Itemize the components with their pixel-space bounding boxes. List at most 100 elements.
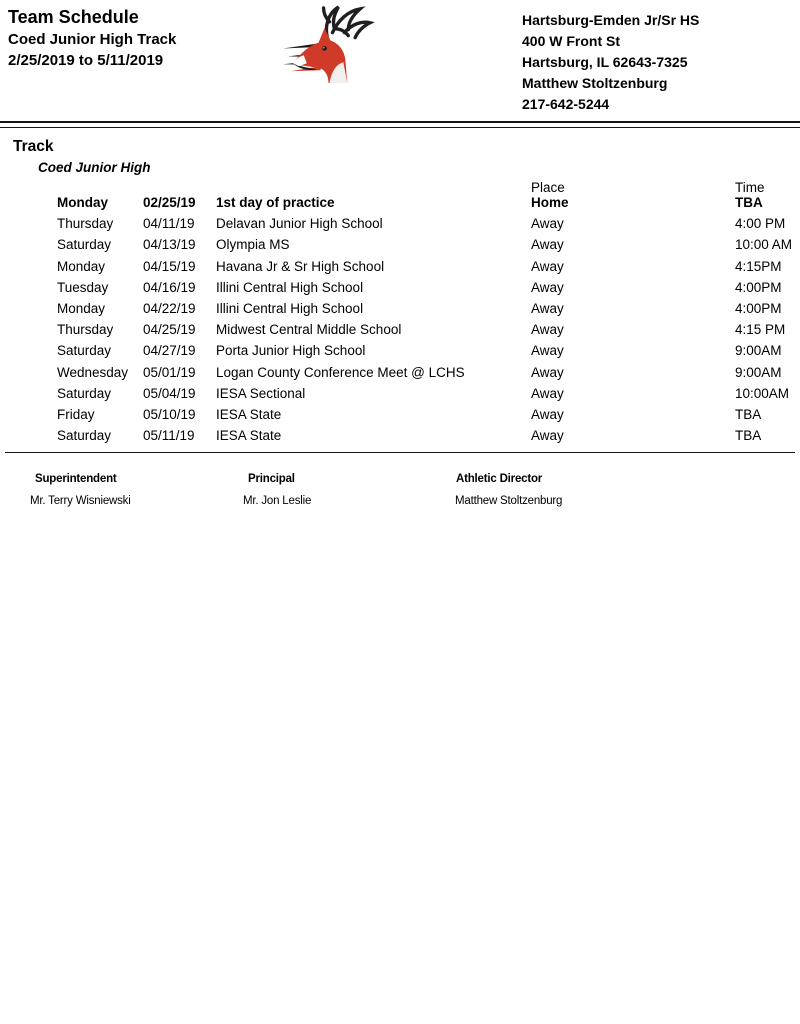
place-column-label: Place <box>531 180 565 195</box>
place-cell: Away <box>531 258 564 274</box>
official-name: Matthew Stoltzenburg <box>455 495 563 507</box>
day-cell: Thursday <box>57 216 114 232</box>
school-contact-block: Hartsburg-Emden Jr/Sr HS 400 W Front St … <box>522 10 699 115</box>
date-cell: 05/04/19 <box>143 385 196 401</box>
time-cell: 4:00 PM <box>735 216 786 232</box>
time-column-label: Time <box>735 180 765 195</box>
day-cell: Saturday <box>57 343 112 359</box>
double-rule-divider <box>0 121 800 128</box>
time-cell: TBA <box>735 428 762 444</box>
day-cell: Friday <box>57 406 95 422</box>
place-cell: Away <box>531 300 564 316</box>
official-name: Mr. Terry Wisniewski <box>30 495 131 507</box>
schedule-row: Saturday 05/04/19 IESA Sectional Away 10… <box>0 386 800 407</box>
time-cell: 9:00AM <box>735 364 782 380</box>
schedule-row: Saturday 04/13/19 Olympia MS Away 10:00 … <box>0 237 800 258</box>
place-cell: Away <box>531 343 564 359</box>
schedule-row: Saturday 04/27/19 Porta Junior High Scho… <box>0 343 800 364</box>
date-cell: 02/25/19 <box>143 195 196 210</box>
place-cell: Away <box>531 406 564 422</box>
school-phone: 217-642-5244 <box>522 96 610 112</box>
school-name: Hartsburg-Emden Jr/Sr HS <box>522 12 700 28</box>
event-cell: IESA Sectional <box>216 385 306 401</box>
school-address-line2: Hartsburg, IL 62643-7325 <box>522 54 688 70</box>
place-cell: Away <box>531 216 564 232</box>
date-cell: 05/01/19 <box>143 364 196 380</box>
date-cell: 05/11/19 <box>143 428 195 444</box>
official-title: Athletic Director <box>456 473 543 485</box>
time-cell: 4:15 PM <box>735 322 786 338</box>
event-cell: Porta Junior High School <box>216 343 366 359</box>
place-cell: Away <box>531 279 564 295</box>
date-cell: 04/25/19 <box>143 322 196 338</box>
date-cell: 04/27/19 <box>143 343 196 359</box>
sport-heading: Track <box>13 138 54 155</box>
day-cell: Thursday <box>57 322 114 338</box>
event-cell: Havana Jr & Sr High School <box>216 258 385 274</box>
official-name: Mr. Jon Leslie <box>243 495 312 507</box>
time-cell: TBA <box>735 406 762 422</box>
date-cell: 04/16/19 <box>143 279 196 295</box>
time-cell: 4:00PM <box>735 300 782 316</box>
place-cell: Home <box>531 195 569 210</box>
time-cell: TBA <box>735 195 763 210</box>
date-cell: 04/22/19 <box>143 300 196 316</box>
time-cell: 4:00PM <box>735 279 782 295</box>
event-cell: Illini Central High School <box>216 279 364 295</box>
day-cell: Saturday <box>57 237 112 253</box>
time-cell: 10:00 AM <box>735 237 793 253</box>
schedule-rows: Monday 02/25/19 1st day of practice Home… <box>0 195 800 449</box>
day-cell: Tuesday <box>57 279 109 295</box>
date-cell: 04/13/19 <box>143 237 196 253</box>
day-cell: Monday <box>57 258 106 274</box>
event-cell: Logan County Conference Meet @ LCHS <box>216 364 465 380</box>
team-heading: Coed Junior High <box>38 160 151 175</box>
official-athletic-director: Athletic Director Matthew Stoltzenburg <box>455 473 562 507</box>
event-cell: IESA State <box>216 406 282 422</box>
school-address-line1: 400 W Front St <box>522 33 621 49</box>
team-subtitle: Coed Junior High Track <box>8 31 177 48</box>
time-cell: 9:00AM <box>735 343 782 359</box>
schedule-row: Tuesday 04/16/19 Illini Central High Sch… <box>0 280 800 301</box>
place-cell: Away <box>531 237 564 253</box>
official-title: Principal <box>248 473 295 485</box>
schedule-row: Wednesday 05/01/19 Logan County Conferen… <box>0 365 800 386</box>
time-cell: 10:00AM <box>735 385 790 401</box>
event-cell: Delavan Junior High School <box>216 216 383 232</box>
event-cell: Midwest Central Middle School <box>216 322 402 338</box>
place-cell: Away <box>531 385 564 401</box>
schedule-row: Monday 04/15/19 Havana Jr & Sr High Scho… <box>0 259 800 280</box>
day-cell: Saturday <box>57 385 112 401</box>
event-cell: Olympia MS <box>216 237 290 253</box>
official-superintendent: Superintendent Mr. Terry Wisniewski <box>30 473 131 507</box>
time-cell: 4:15PM <box>735 258 782 274</box>
place-cell: Away <box>531 364 564 380</box>
official-principal: Principal Mr. Jon Leslie <box>243 473 311 507</box>
schedule-row: Saturday 05/11/19 IESA State Away TBA <box>0 428 800 449</box>
schedule-row: Thursday 04/11/19 Delavan Junior High Sc… <box>0 216 800 237</box>
place-cell: Away <box>531 322 564 338</box>
day-cell: Monday <box>57 195 109 210</box>
schedule-row: Friday 05/10/19 IESA State Away TBA <box>0 407 800 428</box>
date-cell: 04/11/19 <box>143 216 195 232</box>
schedule-row: Thursday 04/25/19 Midwest Central Middle… <box>0 322 800 343</box>
page-title: Team Schedule <box>8 7 139 27</box>
event-cell: 1st day of practice <box>216 195 335 210</box>
date-cell: 05/10/19 <box>143 406 196 422</box>
season-date-range: 2/25/2019 to 5/11/2019 <box>8 52 164 69</box>
day-cell: Saturday <box>57 428 112 444</box>
day-cell: Wednesday <box>57 364 129 380</box>
date-cell: 04/15/19 <box>143 258 196 274</box>
official-title: Superintendent <box>35 473 117 485</box>
place-cell: Away <box>531 428 564 444</box>
stag-mascot-logo-icon <box>283 5 375 84</box>
schedule-row: Monday 02/25/19 1st day of practice Home… <box>0 195 800 216</box>
header-left-block: Team Schedule Coed Junior High Track 2/2… <box>8 6 176 71</box>
event-cell: IESA State <box>216 428 282 444</box>
footer-rule <box>5 452 795 453</box>
school-contact-name: Matthew Stoltzenburg <box>522 75 668 91</box>
day-cell: Monday <box>57 300 106 316</box>
event-cell: Illini Central High School <box>216 300 364 316</box>
schedule-row: Monday 04/22/19 Illini Central High Scho… <box>0 301 800 322</box>
